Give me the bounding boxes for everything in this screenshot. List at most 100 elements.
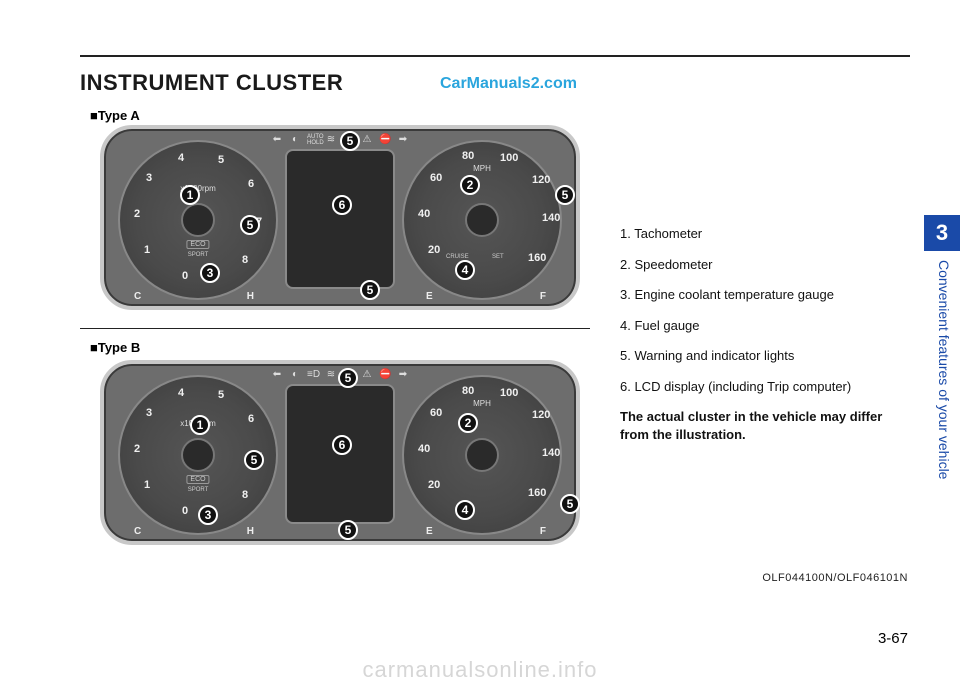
t6: 6 — [248, 178, 254, 190]
t1: 1 — [144, 479, 150, 491]
t1: 1 — [144, 244, 150, 256]
s2: 40 — [418, 443, 430, 455]
t0: 0 — [182, 270, 188, 282]
t3: 3 — [146, 407, 152, 419]
s7: 140 — [542, 447, 560, 459]
legend-item-1: 1. Tachometer — [620, 225, 910, 243]
s6: 120 — [532, 174, 550, 186]
eco-badge: ECO — [186, 475, 209, 484]
figure-reference: OLF044100N/OLF046101N — [762, 572, 908, 584]
turn-left-icon: ⬅ — [271, 134, 283, 146]
temp-h: H — [247, 291, 254, 302]
s2: 40 — [418, 208, 430, 220]
callout-2: 2 — [460, 175, 480, 195]
t2: 2 — [134, 443, 140, 455]
s8: 160 — [528, 487, 546, 499]
auto-hold-icon: AUTOHOLD — [307, 134, 319, 146]
speedometer: 0 20 40 60 80 100 120 140 160 MPH — [402, 375, 562, 535]
eco-badge: ECO — [186, 240, 209, 249]
page-number: 3-67 — [878, 630, 908, 647]
watermark-bottom: carmanualsonline.info — [362, 657, 597, 683]
callout-6: 6 — [332, 195, 352, 215]
s8: 160 — [528, 252, 546, 264]
legend-item-6: 6. LCD display (including Trip computer) — [620, 378, 910, 396]
lcd-display — [285, 149, 395, 289]
t6: 6 — [248, 413, 254, 425]
highbeam-icon: ≡D — [307, 369, 319, 381]
speedo-unit: MPH — [473, 399, 491, 408]
s5: 100 — [500, 152, 518, 164]
s1: 20 — [428, 244, 440, 256]
t3: 3 — [146, 172, 152, 184]
speedo-unit: MPH — [473, 164, 491, 173]
page-title: INSTRUMENT CLUSTER — [80, 70, 343, 96]
callout-1: 1 — [180, 185, 200, 205]
esc-off-icon: ⛔ — [379, 134, 391, 146]
watermark-top: CarManuals2.com — [440, 75, 577, 93]
speedometer: 0 20 40 60 80 100 120 140 160 MPH CRUISE… — [402, 140, 562, 300]
t0: 0 — [182, 505, 188, 517]
chapter-title: Convenient features of your vehicle — [932, 260, 952, 540]
esc-icon: ⚠ — [361, 369, 373, 381]
chapter-number: 3 — [936, 220, 948, 246]
tach-hub — [181, 438, 215, 472]
callout-5: 5 — [340, 131, 360, 151]
s4: 80 — [462, 150, 474, 162]
callout-4: 4 — [455, 500, 475, 520]
s1: 20 — [428, 479, 440, 491]
tach-hub — [181, 203, 215, 237]
s3: 60 — [430, 407, 442, 419]
callout-6: 6 — [332, 435, 352, 455]
callout-5: 5 — [338, 520, 358, 540]
fuel-gauge: E F — [426, 525, 546, 537]
callout-5: 5 — [244, 450, 264, 470]
turn-right-icon: ➡ — [397, 134, 409, 146]
set-label: SET — [492, 254, 504, 260]
temp-c: C — [134, 291, 141, 302]
s6: 120 — [532, 409, 550, 421]
headlight-icon: ◐ — [289, 369, 301, 381]
callout-5: 5 — [555, 185, 575, 205]
t4: 4 — [178, 152, 184, 164]
s3: 60 — [430, 172, 442, 184]
fuel-e: E — [426, 291, 433, 302]
legend: 1. Tachometer 2. Speedometer 3. Engine c… — [620, 225, 910, 456]
fog-front-icon: ≋ — [325, 134, 337, 146]
s5: 100 — [500, 387, 518, 399]
fog-front-icon: ≋ — [325, 369, 337, 381]
rule-top — [80, 55, 910, 57]
headlight-icon: ◐ — [289, 134, 301, 146]
callout-5: 5 — [338, 368, 358, 388]
type-b-label: ■Type B — [90, 340, 140, 355]
rule-mid — [80, 328, 590, 329]
t8: 8 — [242, 489, 248, 501]
legend-item-2: 2. Speedometer — [620, 256, 910, 274]
legend-item-4: 4. Fuel gauge — [620, 317, 910, 335]
callout-3: 3 — [198, 505, 218, 525]
sport-badge: SPORT — [188, 252, 209, 258]
callout-5: 5 — [560, 494, 580, 514]
fuel-e: E — [426, 526, 433, 537]
t5: 5 — [218, 154, 224, 166]
s4: 80 — [462, 385, 474, 397]
esc-off-icon: ⛔ — [379, 369, 391, 381]
t5: 5 — [218, 389, 224, 401]
callout-5: 5 — [240, 215, 260, 235]
speedo-hub — [465, 203, 499, 237]
sport-badge: SPORT — [188, 487, 209, 493]
chapter-tab: 3 — [924, 215, 960, 251]
callout-5: 5 — [360, 280, 380, 300]
legend-item-5: 5. Warning and indicator lights — [620, 347, 910, 365]
esc-icon: ⚠ — [361, 134, 373, 146]
fuel-gauge: E F — [426, 290, 546, 302]
cluster-type-a: ⬅ ◐ AUTOHOLD ≋ ≋ ⚠ ⛔ ➡ 0 1 2 3 4 5 6 7 8… — [100, 125, 580, 310]
speedo-hub — [465, 438, 499, 472]
callout-2: 2 — [458, 413, 478, 433]
temp-gauge: C H — [134, 525, 254, 537]
turn-left-icon: ⬅ — [271, 369, 283, 381]
s7: 140 — [542, 212, 560, 224]
turn-right-icon: ➡ — [397, 369, 409, 381]
callout-1: 1 — [190, 415, 210, 435]
legend-note: The actual cluster in the vehicle may di… — [620, 408, 910, 443]
callout-3: 3 — [200, 263, 220, 283]
